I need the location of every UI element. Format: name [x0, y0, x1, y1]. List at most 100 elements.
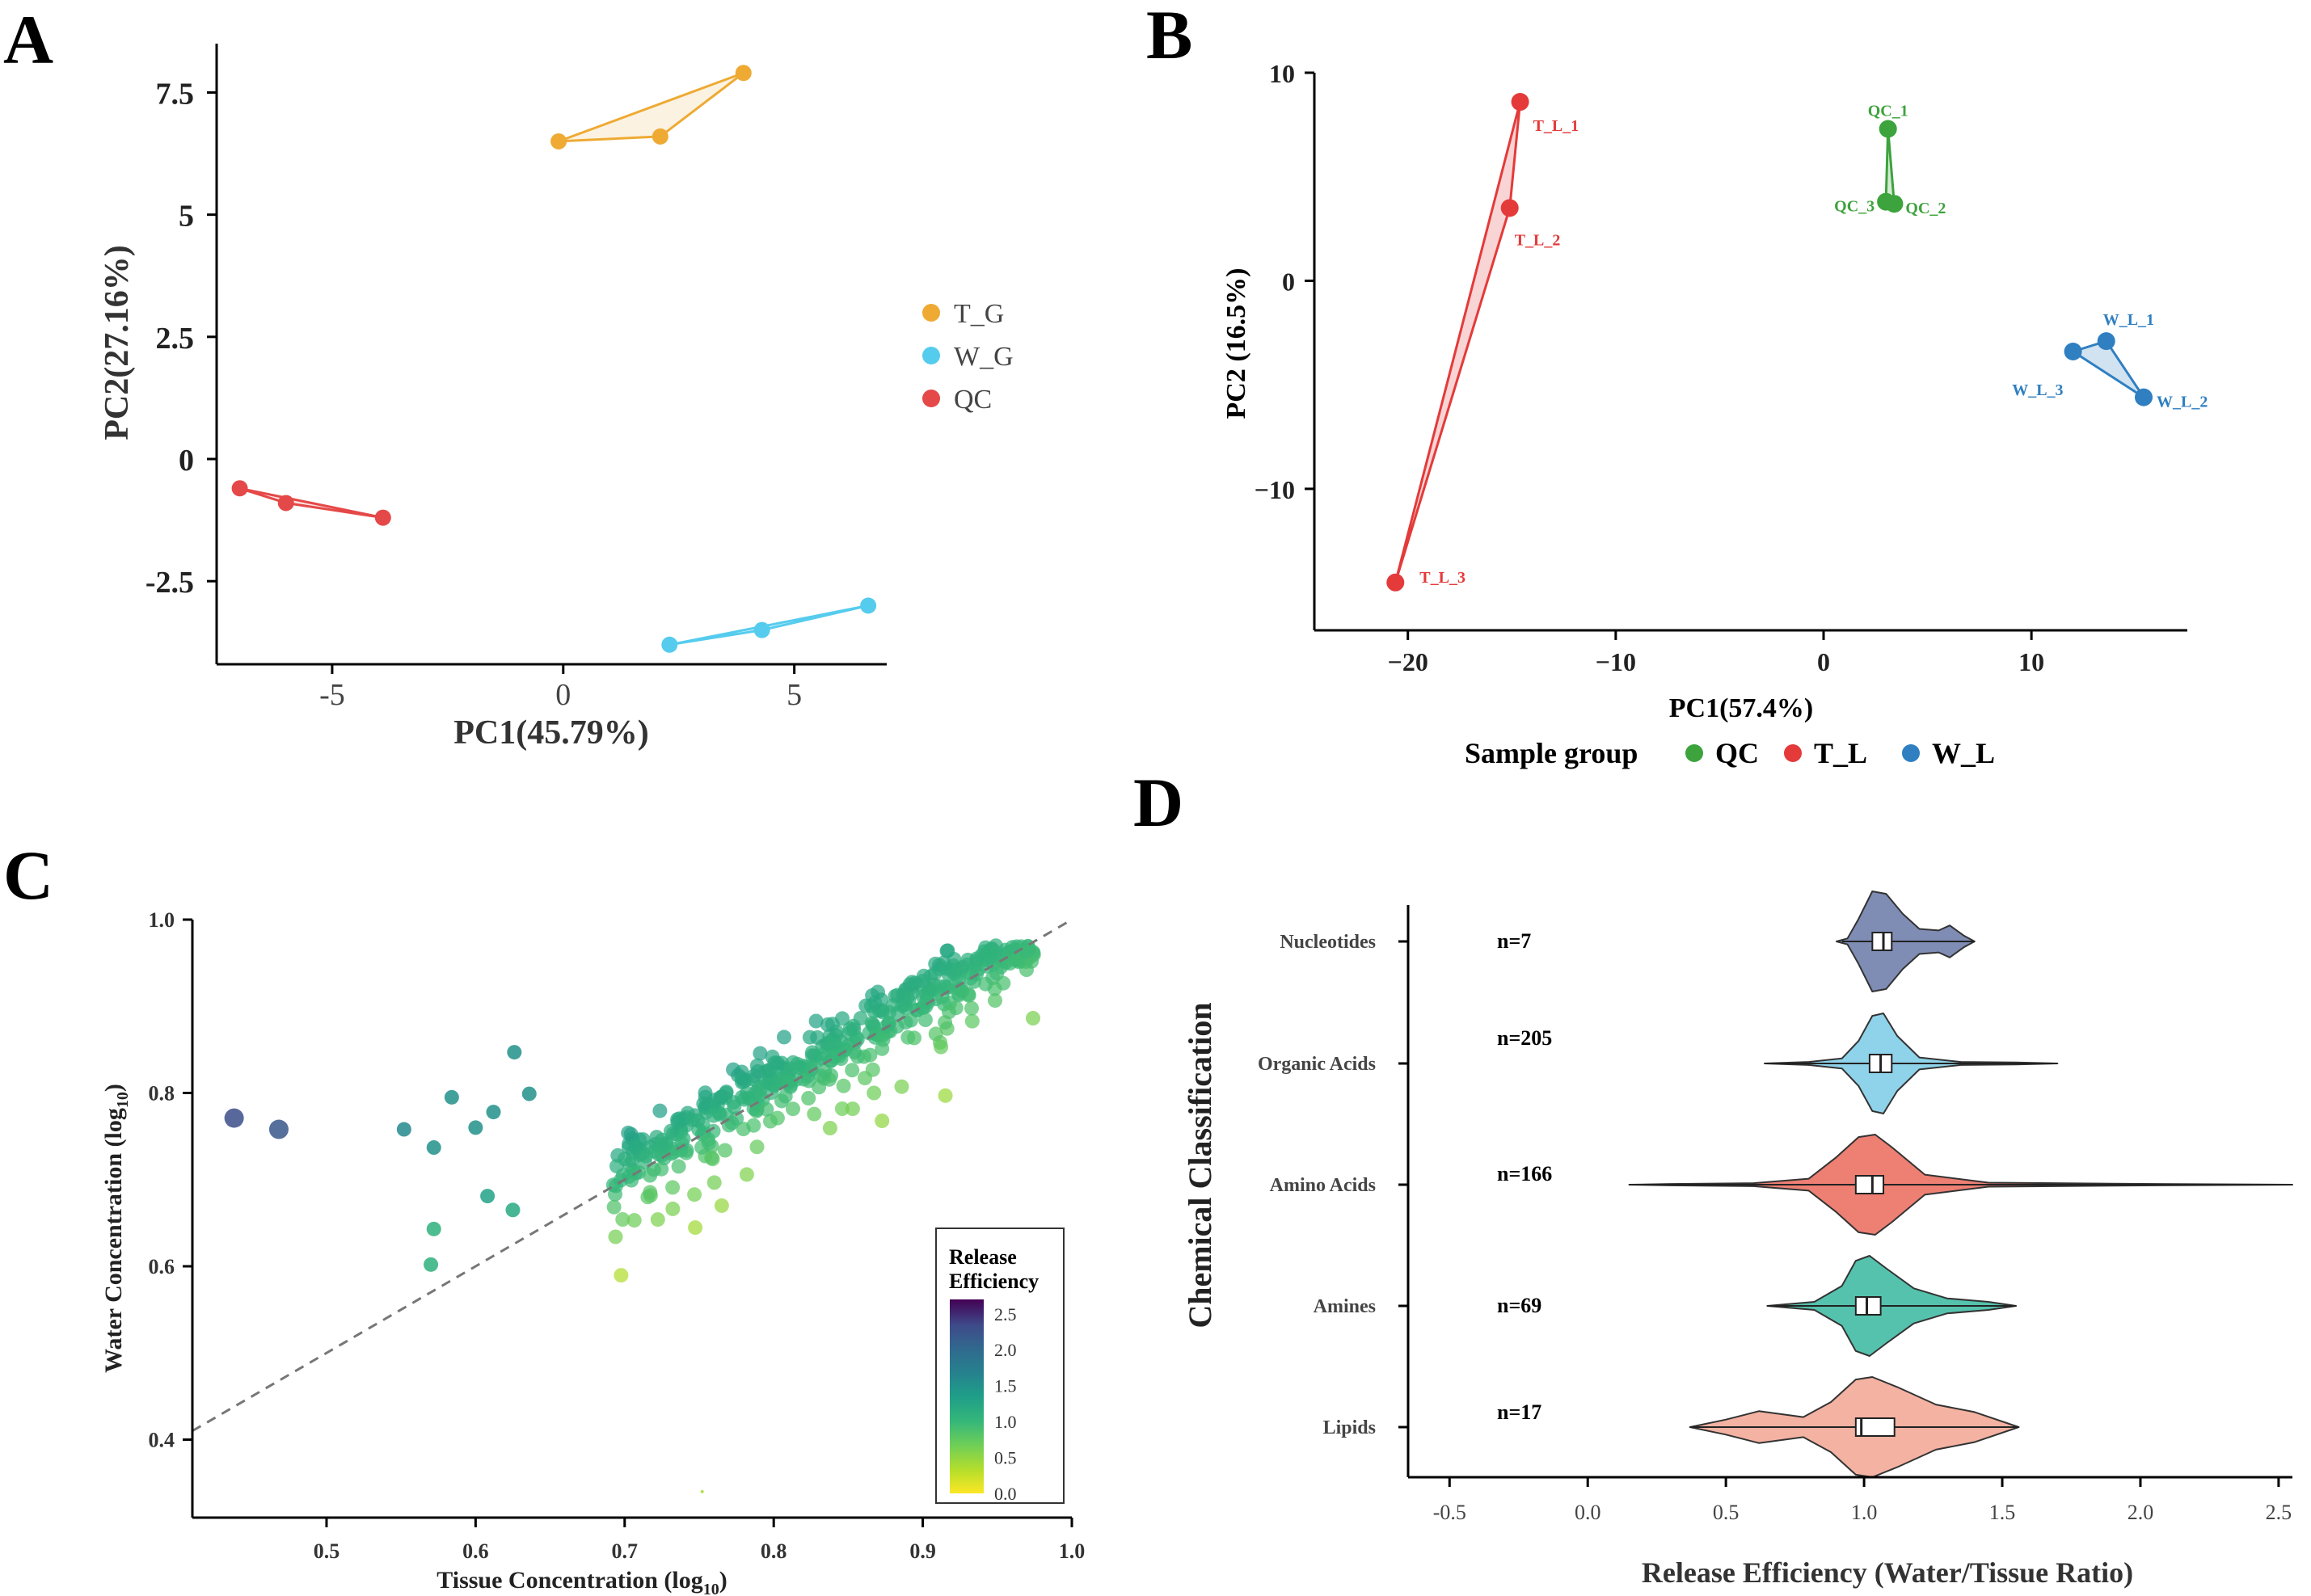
c-point — [915, 973, 930, 988]
c-point — [621, 1125, 636, 1140]
c-point — [836, 1078, 851, 1093]
c-point — [835, 1011, 850, 1026]
c-outlier-point — [268, 1119, 289, 1139]
panel-d-violin: -0.5 0.0 0.5 1.0 1.5 2.0 2.5 Nucleotides n=7 Org… — [1182, 891, 2293, 1589]
panel-a-pca: -5 0 5 -2.5 0 2.5 5 7.5 PC1(45.79%) PC2(27.16%… — [99, 44, 1014, 752]
d-box — [1854, 1296, 1882, 1316]
c-point — [951, 986, 966, 1001]
d-x-tick-label: 2.5 — [2266, 1501, 2292, 1524]
d-x-tick-label: 1.5 — [1989, 1501, 2016, 1524]
b-legend-label: W_L — [1932, 737, 1995, 769]
b-legend-label: QC — [1715, 737, 1759, 769]
a-x-tick-label: -5 — [319, 678, 345, 712]
b-point-label: QC_3 — [1834, 198, 1875, 216]
b-point-t_l — [1386, 573, 1405, 592]
c-point — [890, 987, 905, 1003]
c-point — [938, 1015, 953, 1030]
a-legend-marker — [922, 304, 940, 322]
c-point — [729, 1111, 744, 1126]
a-y-axis-title: PC2(27.16%) — [99, 245, 136, 440]
c-point — [938, 1088, 953, 1103]
b-hull-w_l — [2070, 339, 2145, 398]
c-point — [750, 1063, 765, 1079]
panel-b-pca: QC_1 QC_2 QC_3 T_L_1 T_L_2 T_L_3 W_L_1 W_L_2 W_L… — [1221, 59, 2208, 769]
b-legend-label: T_L — [1814, 737, 1867, 769]
d-box — [1871, 932, 1893, 951]
c-point — [968, 958, 983, 973]
b-point-w_l — [2064, 343, 2082, 360]
c-point — [655, 1137, 670, 1152]
a-point-qc — [374, 509, 391, 526]
c-point — [608, 1229, 623, 1244]
d-count-label: n=69 — [1497, 1294, 1541, 1317]
c-point — [964, 1013, 980, 1029]
c-x-tick-label: 0.8 — [761, 1539, 787, 1563]
c-point — [770, 1055, 785, 1071]
c-point — [807, 1106, 822, 1122]
c-point — [875, 1032, 891, 1047]
c-point — [917, 1013, 933, 1027]
b-y-axis-title: PC2 (16.5%) — [1221, 268, 1251, 419]
c-point — [847, 1045, 862, 1060]
c-x-tick-label: 0.7 — [612, 1539, 639, 1563]
c-x-tick-label: 0.9 — [909, 1539, 936, 1563]
c-point — [988, 993, 1002, 1009]
d-x-tick-label: 0.0 — [1575, 1501, 1601, 1524]
a-hull-qc — [239, 486, 384, 520]
c-outlier-point — [426, 1140, 441, 1156]
b-y-tick-label: 10 — [1269, 59, 1295, 88]
c-point — [786, 1101, 800, 1117]
c-outlier-point — [396, 1122, 411, 1137]
c-point — [626, 1213, 642, 1228]
b-point-label: W_L_2 — [2157, 394, 2208, 411]
c-point — [834, 1101, 850, 1116]
c-point — [624, 1153, 639, 1169]
c-point — [706, 1123, 721, 1139]
c-point — [845, 1101, 860, 1117]
c-point — [1002, 956, 1018, 971]
d-box — [1854, 1417, 1896, 1437]
c-point — [1026, 1011, 1040, 1025]
c-point — [712, 1090, 727, 1105]
c-point — [714, 1198, 729, 1213]
c-point — [652, 1103, 668, 1118]
c-colorbar-tick-label: 1.5 — [994, 1376, 1017, 1396]
c-point — [671, 1159, 686, 1174]
c-point — [867, 1085, 882, 1101]
c-x-tick-label: 0.6 — [462, 1539, 489, 1563]
c-point — [907, 1030, 921, 1046]
b-legend-marker — [1784, 744, 1802, 762]
c-colorbar: Release Efficiency 0.0 0.5 1.0 1.5 2.0 2.5 — [935, 1228, 1065, 1504]
c-point — [862, 1047, 878, 1063]
c-y-tick-label: 0.4 — [149, 1428, 175, 1451]
c-point — [802, 1030, 817, 1045]
c-outlier-point — [444, 1089, 459, 1105]
c-outlier-point — [424, 1257, 439, 1272]
c-point — [845, 1063, 860, 1078]
c-outlier-point — [486, 1105, 501, 1120]
a-legend: T_G W_G QC — [922, 299, 1014, 415]
d-category-label: Organic Acids — [1258, 1054, 1376, 1075]
c-point — [867, 995, 883, 1010]
c-x-tick-label: 0.5 — [314, 1539, 340, 1563]
a-x-axis-title: PC1(45.79%) — [453, 714, 648, 752]
c-point — [770, 1110, 785, 1126]
panel-d-label: D — [1133, 764, 1183, 841]
c-point — [816, 1071, 832, 1086]
a-point-t_g — [550, 133, 567, 149]
c-point — [964, 1000, 979, 1016]
b-legend-marker — [1902, 744, 1920, 762]
c-x-tick-label: 1.0 — [1059, 1539, 1086, 1563]
c-point — [827, 1035, 841, 1051]
a-legend-marker — [922, 390, 940, 407]
a-legend-label: W_G — [954, 342, 1014, 372]
a-hull-w_g — [669, 604, 869, 646]
b-point-t_l — [1500, 199, 1519, 217]
panel-b-label: B — [1146, 0, 1192, 74]
c-point — [940, 979, 955, 995]
c-outlier-point — [521, 1086, 537, 1101]
b-legend-title: Sample group — [1465, 737, 1638, 769]
c-point — [808, 1013, 824, 1029]
c-point — [705, 1152, 720, 1167]
